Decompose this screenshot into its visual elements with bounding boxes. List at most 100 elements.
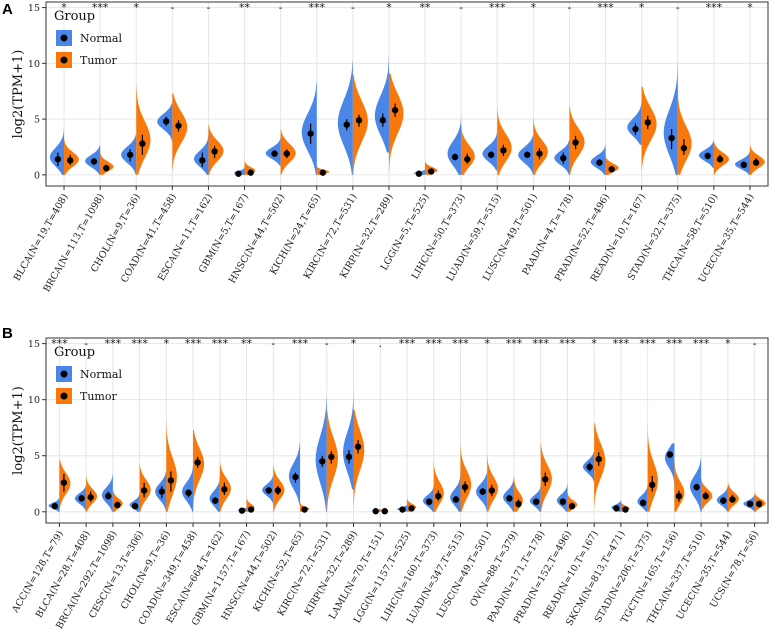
significance-label: - — [567, 1, 571, 14]
violin-normal — [663, 61, 678, 175]
median-point-tumor — [536, 150, 543, 157]
violin-normal — [194, 134, 209, 175]
median-point-tumor — [461, 483, 469, 491]
median-point-tumor — [175, 122, 182, 129]
significance-label: - — [84, 337, 88, 350]
y-tick-label: 15 — [28, 339, 40, 350]
significance-label: *** — [92, 1, 109, 14]
median-point-normal — [185, 489, 192, 496]
median-point-tumor — [488, 487, 495, 494]
significance-label: *** — [51, 337, 68, 350]
median-point-normal — [265, 487, 272, 494]
legend-label-normal: Normal — [80, 368, 122, 381]
violin-tumor — [172, 93, 188, 171]
median-point-normal — [746, 500, 754, 508]
median-point-tumor — [464, 156, 471, 163]
x-tick-label: OV(N=88,T=379) — [468, 529, 520, 609]
median-point-normal — [506, 495, 513, 502]
violin-normal — [374, 54, 389, 153]
violin-normal — [49, 128, 65, 175]
median-point-tumor — [427, 168, 435, 175]
violin-tumor — [647, 424, 658, 512]
significance-label: - — [753, 337, 757, 350]
median-point-normal — [54, 156, 62, 163]
violin-tumor — [594, 423, 606, 508]
median-point-normal — [425, 498, 433, 505]
significance-label: * — [725, 337, 731, 350]
significance-label: ** — [239, 1, 251, 14]
y-tick-label: 15 — [28, 3, 40, 14]
significance-label: * — [134, 1, 140, 14]
significance-label: ** — [241, 337, 253, 350]
significance-label: *** — [639, 337, 656, 350]
violin-tumor — [352, 74, 368, 175]
median-point-tumor — [702, 492, 709, 500]
violin-normal — [627, 100, 642, 145]
median-point-tumor — [680, 144, 688, 152]
median-point-normal — [560, 154, 567, 162]
violin-normal — [315, 397, 327, 512]
median-point-tumor — [391, 106, 399, 114]
y-tick-label: 5 — [34, 115, 40, 126]
median-point-normal — [586, 463, 593, 471]
median-point-normal — [235, 170, 242, 177]
significance-label: ** — [420, 1, 432, 14]
median-point-normal — [639, 499, 647, 507]
significance-label: *** — [292, 337, 309, 350]
significance-label: * — [531, 1, 537, 14]
violin-normal — [664, 443, 675, 491]
median-point-tumor — [515, 500, 522, 508]
violin-normal — [637, 482, 648, 512]
median-point-normal — [271, 150, 278, 157]
median-point-normal — [559, 498, 567, 505]
median-point-normal — [131, 502, 139, 510]
violin-normal — [422, 484, 434, 512]
violin-tumor — [136, 83, 151, 175]
significance-label: - — [271, 337, 275, 350]
median-point-tumor — [221, 486, 228, 493]
median-point-tumor — [608, 166, 615, 173]
legend-key-point — [60, 392, 68, 400]
median-point-normal — [199, 157, 206, 164]
median-point-normal — [704, 152, 711, 160]
violin-tumor — [460, 443, 472, 512]
median-point-normal — [596, 159, 603, 166]
median-point-tumor — [381, 508, 389, 515]
median-point-tumor — [408, 505, 415, 512]
x-tick-label: UCS(N=78,T=56) — [708, 529, 761, 610]
median-point-normal — [78, 495, 85, 502]
significance-label: * — [386, 1, 392, 14]
panel-letter: A — [2, 1, 13, 18]
y-axis-label: log2(TPM+1) — [11, 386, 26, 475]
y-tick-label: 0 — [34, 170, 40, 181]
violin-tumor — [487, 454, 499, 512]
median-point-tumor — [139, 140, 146, 147]
median-point-tumor — [247, 506, 255, 513]
median-point-tumor — [167, 477, 175, 484]
violin-tumor — [641, 86, 657, 171]
legend-title: Group — [54, 345, 95, 360]
median-point-normal — [238, 507, 246, 514]
median-point-normal — [532, 498, 540, 505]
median-point-normal — [212, 497, 219, 504]
x-tick-label: CHOL(N=9,T=36) — [119, 529, 173, 611]
significance-label: * — [164, 337, 170, 350]
median-point-normal — [524, 151, 531, 158]
median-point-tumor — [622, 506, 629, 513]
median-point-normal — [668, 134, 675, 142]
violin-tumor — [59, 460, 71, 512]
violin-tumor — [433, 457, 444, 512]
median-point-tumor — [644, 119, 651, 126]
median-point-tumor — [194, 459, 201, 466]
median-point-normal — [487, 151, 495, 158]
median-point-normal — [666, 451, 674, 458]
significance-label: *** — [506, 337, 523, 350]
median-point-tumor — [716, 156, 724, 163]
median-point-normal — [740, 161, 748, 169]
median-point-tumor — [140, 487, 148, 494]
median-point-normal — [126, 151, 134, 158]
panel-letter: B — [2, 325, 13, 342]
legend-label-tumor: Tumor — [80, 390, 117, 403]
significance-label: *** — [131, 337, 148, 350]
median-point-tumor — [328, 453, 335, 461]
